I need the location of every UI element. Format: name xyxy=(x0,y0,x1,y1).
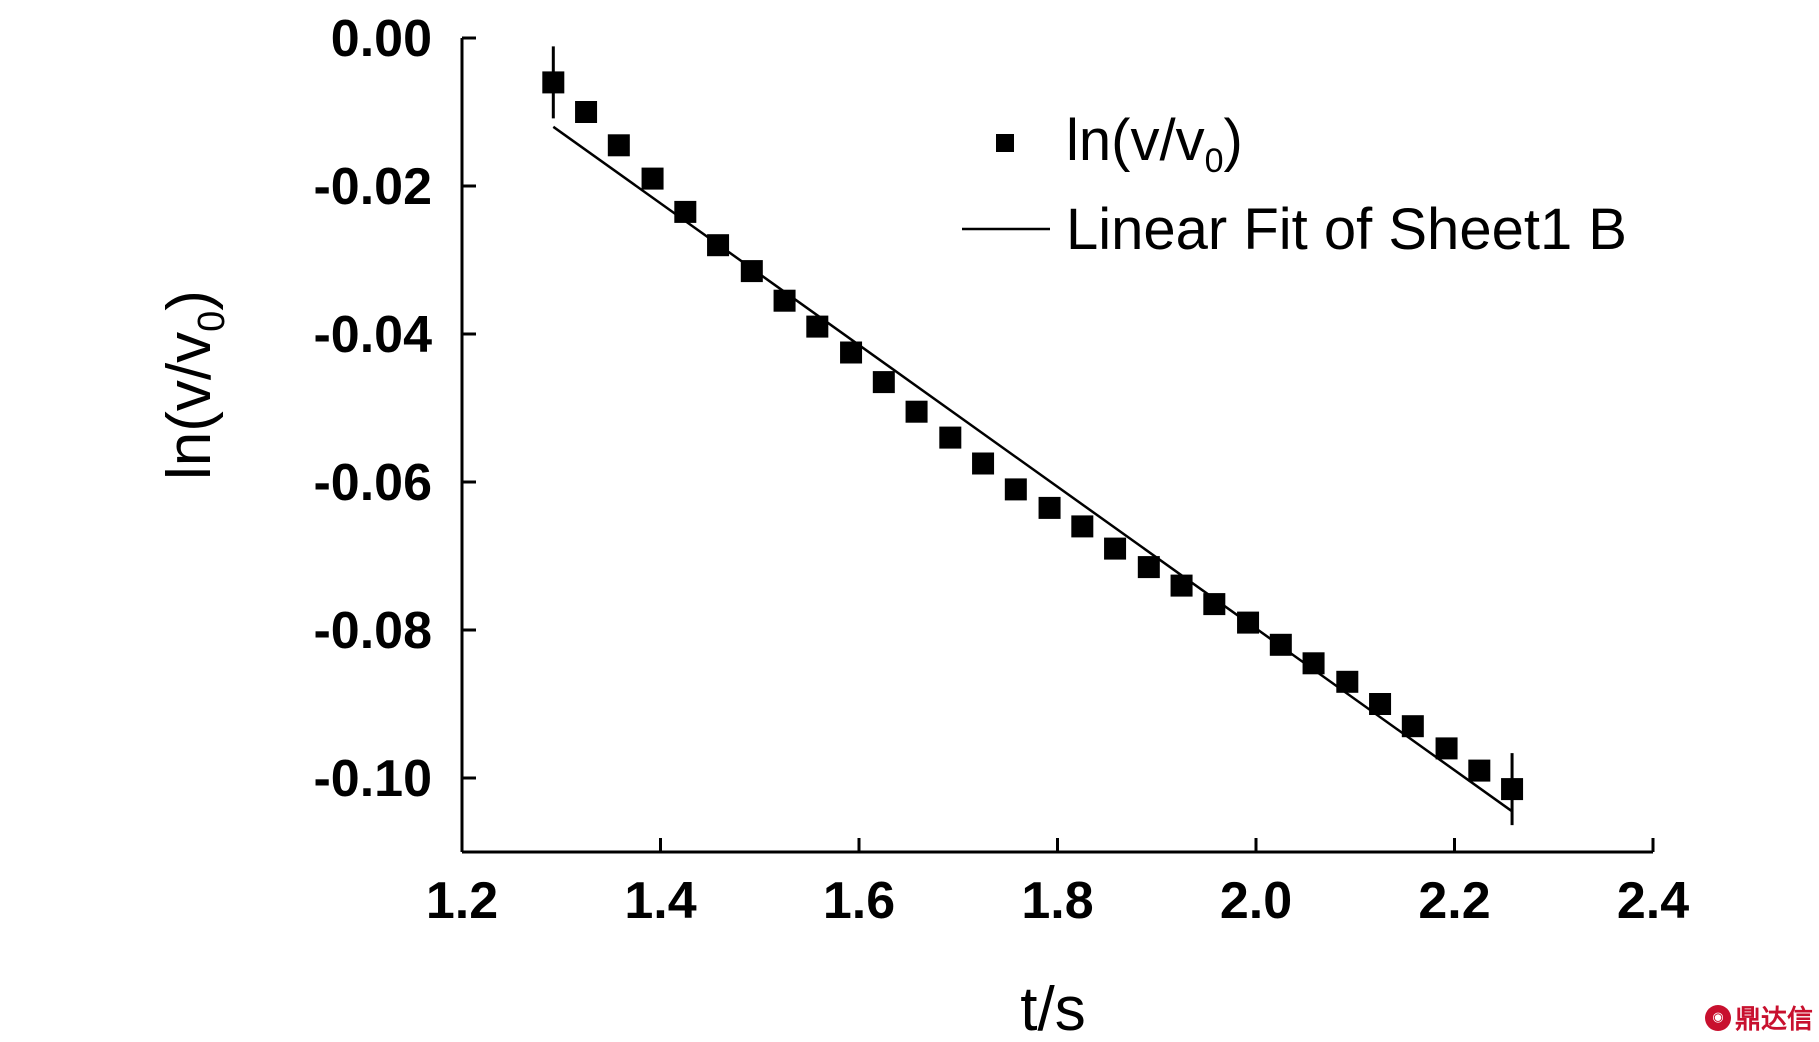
legend-label-data-sub: 0 xyxy=(1205,142,1224,180)
x-tick-label: 2.0 xyxy=(1220,872,1292,930)
data-point xyxy=(1302,652,1325,675)
ticks: 1.2 1.4 1.6 1.8 2.0 2.2 2.4 0.00 -0.02 -0.04 -0.06… xyxy=(313,10,1689,930)
x-tick-label: 1.2 xyxy=(426,872,498,930)
y-tick-label: -0.02 xyxy=(313,158,432,216)
y-tick-label: -0.06 xyxy=(313,454,432,512)
legend: ln(v/v0) Linear Fit of Sheet1 B xyxy=(962,108,1627,262)
y-axis-title-close: ) xyxy=(155,290,224,311)
data-point xyxy=(1104,537,1127,560)
end-markers xyxy=(551,46,1514,826)
data-point xyxy=(872,371,895,394)
watermark-text: 鼎达信 xyxy=(1734,1005,1813,1035)
data-point xyxy=(939,426,962,449)
data-point xyxy=(740,260,763,283)
data-point xyxy=(1071,515,1094,538)
data-point xyxy=(905,400,928,423)
data-point xyxy=(1468,759,1491,782)
data-point xyxy=(707,234,730,257)
data-point xyxy=(1269,633,1292,656)
data-point xyxy=(1435,737,1458,760)
data-point xyxy=(1038,496,1061,519)
y-tick-label: 0.00 xyxy=(331,10,432,68)
data-point xyxy=(1203,593,1226,616)
x-tick-label: 1.6 xyxy=(823,872,895,930)
logo-icon: ◉ xyxy=(1704,1004,1731,1031)
x-tick-label: 2.2 xyxy=(1418,872,1490,930)
data-point xyxy=(1237,611,1260,634)
axes xyxy=(460,38,1653,854)
data-point xyxy=(1401,715,1424,738)
data-point xyxy=(1336,670,1359,693)
data-point xyxy=(972,452,995,475)
data-points xyxy=(542,71,1524,801)
x-tick-label: 2.4 xyxy=(1617,872,1689,930)
data-point xyxy=(806,315,829,338)
data-point xyxy=(840,341,863,364)
y-tick-label: -0.08 xyxy=(313,602,432,660)
data-point xyxy=(1137,556,1160,579)
x-tick-label: 1.8 xyxy=(1021,872,1093,930)
x-tick-label: 1.4 xyxy=(624,872,696,930)
legend-label-data-main: ln(v/v xyxy=(1066,108,1205,173)
y-axis-title: ln(v/v0) xyxy=(155,290,233,480)
y-tick-label: -0.04 xyxy=(313,306,432,364)
data-point xyxy=(773,289,796,312)
legend-label-fit: Linear Fit of Sheet1 B xyxy=(1066,197,1627,262)
data-point xyxy=(641,167,664,190)
data-point xyxy=(1369,693,1392,715)
x-axis-title: t/s xyxy=(1020,975,1085,1042)
data-point xyxy=(575,101,598,123)
watermark: ◉ 鼎达信 xyxy=(1704,999,1813,1036)
y-tick-label: -0.10 xyxy=(313,750,432,808)
y-axis-title-sub: 0 xyxy=(191,311,233,332)
y-axis-title-main: ln(v/v xyxy=(155,332,224,480)
data-point xyxy=(674,200,697,223)
data-point xyxy=(1004,478,1027,501)
legend-label-data: ln(v/v0) xyxy=(1066,108,1243,180)
legend-label-data-close: ) xyxy=(1224,108,1243,173)
data-point xyxy=(1170,574,1193,597)
legend-marker-square xyxy=(996,134,1014,152)
data-point xyxy=(607,134,630,157)
